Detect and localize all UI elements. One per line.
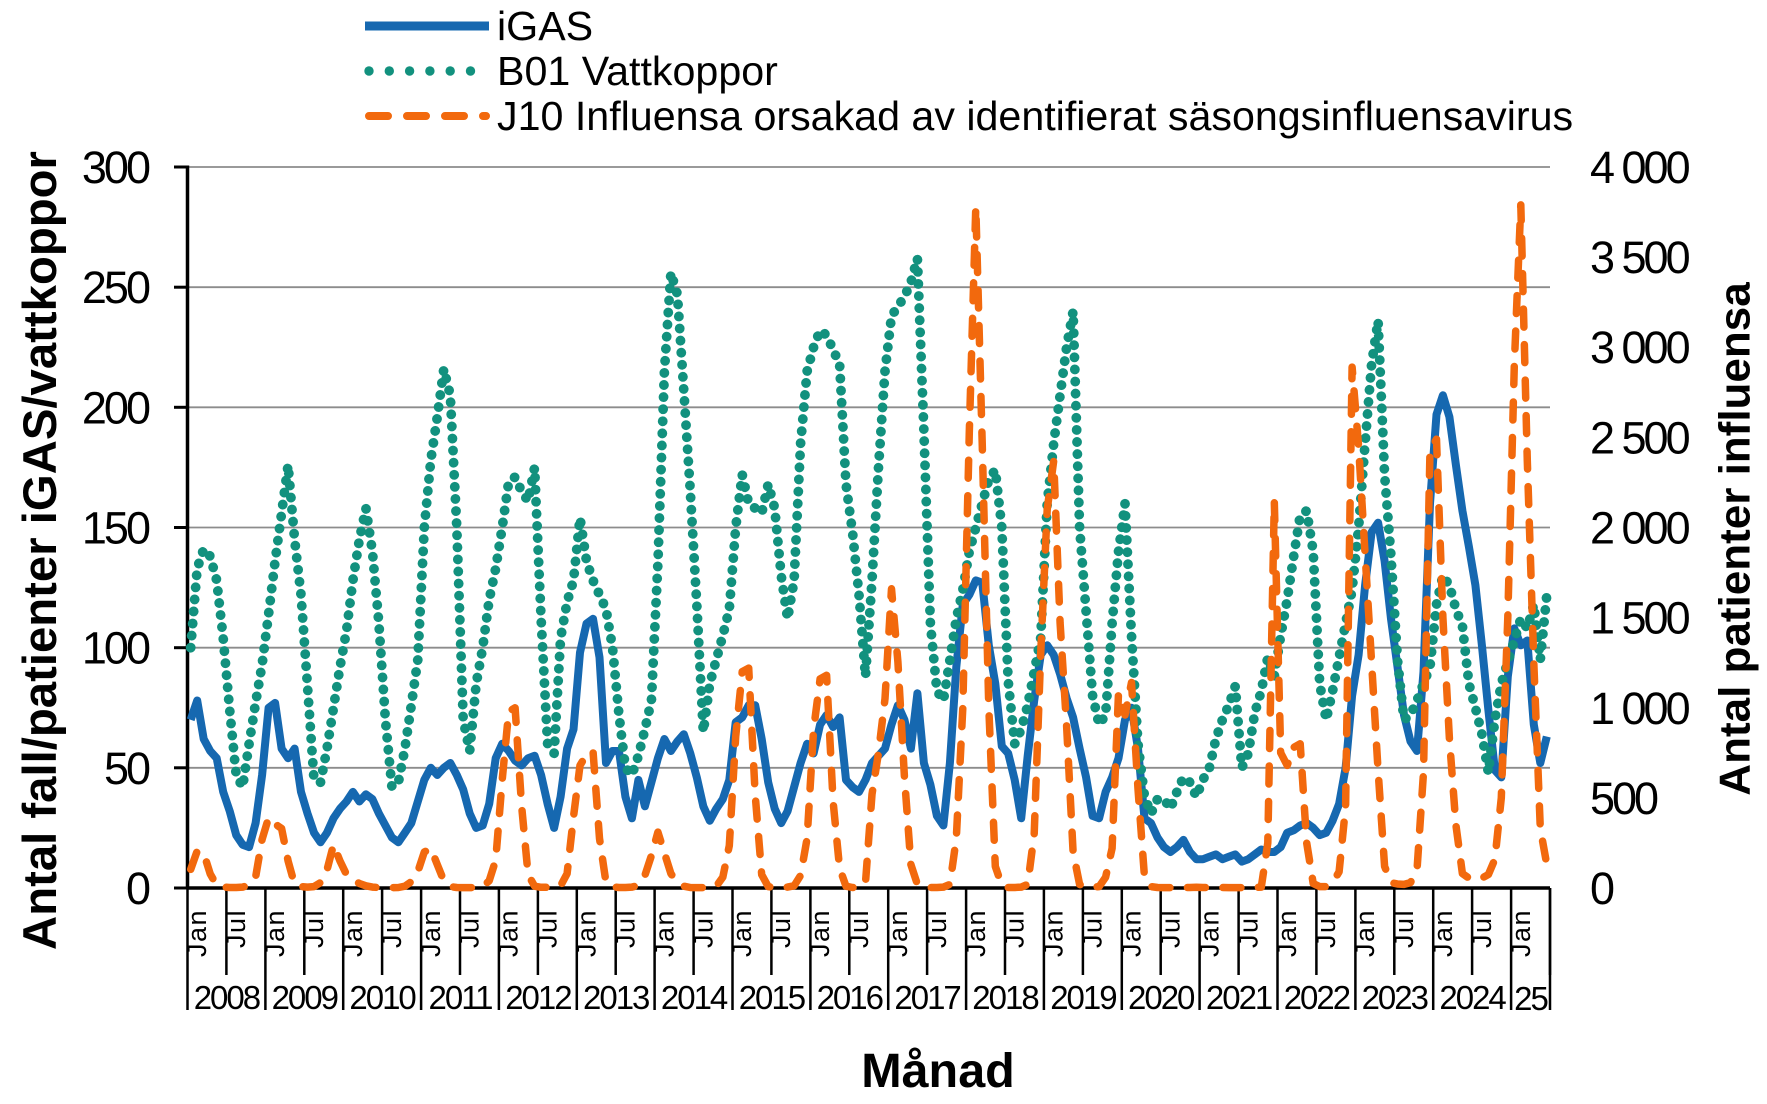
svg-text:0: 0 — [126, 863, 150, 914]
svg-text:Månad: Månad — [861, 1044, 1015, 1098]
svg-text:1 000: 1 000 — [1590, 683, 1690, 734]
svg-text:2017: 2017 — [894, 979, 960, 1016]
svg-text:Jul: Jul — [299, 909, 329, 948]
svg-text:Jan: Jan — [805, 909, 835, 957]
svg-text:Jan: Jan — [1272, 909, 1302, 957]
svg-text:100: 100 — [82, 623, 150, 674]
svg-text:Jul: Jul — [1078, 909, 1108, 948]
svg-text:2013: 2013 — [583, 979, 649, 1016]
svg-text:Jul: Jul — [688, 909, 718, 948]
svg-text:Jul: Jul — [1156, 909, 1186, 948]
svg-text:Jul: Jul — [1000, 909, 1030, 948]
svg-text:Jan: Jan — [260, 909, 290, 957]
svg-text:Antal patienter influensa: Antal patienter influensa — [1711, 282, 1760, 796]
svg-text:2 000: 2 000 — [1590, 503, 1690, 554]
svg-text:Jan: Jan — [1506, 909, 1536, 957]
svg-text:Jan: Jan — [572, 909, 602, 957]
svg-text:Jul: Jul — [1311, 909, 1341, 948]
svg-text:2018: 2018 — [972, 979, 1038, 1016]
svg-text:Jan: Jan — [961, 909, 991, 957]
svg-text:250: 250 — [82, 262, 150, 313]
svg-text:Jan: Jan — [883, 909, 913, 957]
svg-text:2009: 2009 — [272, 979, 338, 1016]
svg-text:150: 150 — [82, 503, 150, 554]
svg-text:2020: 2020 — [1128, 979, 1195, 1016]
svg-text:0: 0 — [1590, 863, 1614, 914]
svg-text:Jul: Jul — [844, 909, 874, 948]
svg-text:Jul: Jul — [1389, 909, 1419, 948]
svg-text:500: 500 — [1590, 773, 1658, 824]
svg-text:2 500: 2 500 — [1590, 412, 1690, 463]
svg-text:Jan: Jan — [1428, 909, 1458, 957]
svg-text:Jan: Jan — [649, 909, 679, 957]
svg-text:2021: 2021 — [1206, 979, 1272, 1016]
svg-text:2012: 2012 — [505, 979, 571, 1016]
svg-text:Jan: Jan — [416, 909, 446, 957]
svg-text:2024: 2024 — [1439, 979, 1506, 1016]
svg-text:2023: 2023 — [1362, 979, 1428, 1016]
svg-text:Jan: Jan — [338, 909, 368, 957]
svg-text:Jan: Jan — [1194, 909, 1224, 957]
svg-text:2014: 2014 — [661, 979, 728, 1016]
svg-text:300: 300 — [82, 142, 150, 193]
svg-text:2022: 2022 — [1284, 979, 1350, 1016]
svg-text:2019: 2019 — [1050, 979, 1116, 1016]
svg-text:Jul: Jul — [533, 909, 563, 948]
svg-text:Jan: Jan — [494, 909, 524, 957]
svg-text:1 500: 1 500 — [1590, 593, 1690, 644]
svg-text:Jul: Jul — [455, 909, 485, 948]
svg-text:50: 50 — [104, 743, 150, 794]
svg-text:2016: 2016 — [817, 979, 883, 1016]
svg-text:Jan: Jan — [1039, 909, 1069, 957]
svg-text:Jan: Jan — [1350, 909, 1380, 957]
svg-text:Jul: Jul — [1467, 909, 1497, 948]
svg-text:Jan: Jan — [182, 909, 212, 957]
svg-text:Jul: Jul — [221, 909, 251, 948]
svg-text:Jul: Jul — [766, 909, 796, 948]
svg-text:Jan: Jan — [1117, 909, 1147, 957]
svg-text:3 000: 3 000 — [1590, 322, 1690, 373]
svg-text:25: 25 — [1514, 980, 1547, 1017]
svg-text:B01 Vattkoppor: B01 Vattkoppor — [497, 48, 778, 94]
svg-text:Jan: Jan — [727, 909, 757, 957]
svg-text:Jul: Jul — [611, 909, 641, 948]
svg-text:Jul: Jul — [922, 909, 952, 948]
svg-text:Jul: Jul — [1233, 909, 1263, 948]
svg-text:2008: 2008 — [194, 979, 260, 1016]
svg-text:4 000: 4 000 — [1590, 142, 1690, 193]
svg-text:J10 Influensa orsakad av ident: J10 Influensa orsakad av identifierat sä… — [497, 93, 1573, 139]
svg-text:2015: 2015 — [739, 979, 805, 1016]
svg-text:Antal fall/patienter iGAS/vatt: Antal fall/patienter iGAS/vattkoppor — [14, 151, 67, 950]
svg-text:3 500: 3 500 — [1590, 232, 1690, 283]
svg-text:2010: 2010 — [349, 979, 416, 1016]
svg-text:2011: 2011 — [429, 979, 493, 1016]
svg-text:200: 200 — [82, 382, 150, 433]
svg-text:Jul: Jul — [377, 909, 407, 948]
svg-text:iGAS: iGAS — [497, 3, 593, 49]
